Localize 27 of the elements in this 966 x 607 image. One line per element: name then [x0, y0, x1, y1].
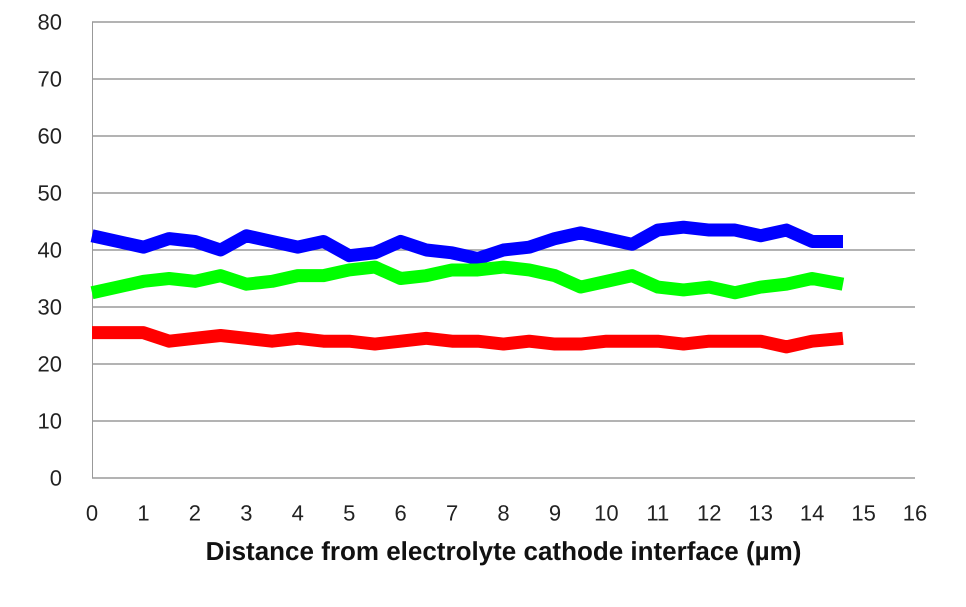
y-tick-label: 30 — [38, 294, 62, 320]
x-tick-label: 1 — [137, 500, 150, 526]
x-tick-label: 6 — [394, 500, 407, 526]
x-tick-label: 0 — [86, 500, 98, 526]
y-tick-label: 20 — [38, 352, 62, 376]
x-tick-label: 14 — [800, 500, 824, 526]
x-tick-label: 2 — [188, 500, 201, 526]
x-tick-label: 7 — [446, 500, 458, 526]
x-tick-label: 13 — [748, 500, 773, 526]
x-axis-title: Distance from electrolyte cathode interface (µm) — [206, 536, 802, 566]
x-tick-label: 5 — [343, 500, 356, 526]
y-tick-label: 70 — [38, 66, 62, 92]
y-tick-label: 80 — [38, 10, 62, 34]
y-tick-label: 60 — [38, 124, 62, 148]
x-tick-label: 11 — [646, 500, 670, 526]
x-tick-label: 12 — [697, 500, 722, 526]
x-tick-label: 15 — [851, 500, 876, 526]
y-tick-label: 50 — [38, 180, 62, 206]
x-tick-label: 16 — [902, 500, 928, 526]
y-tick-label: 40 — [38, 238, 62, 262]
x-tick-label: 9 — [548, 500, 562, 526]
x-tick-label: 8 — [497, 500, 510, 526]
y-tick-label: 0 — [50, 466, 62, 490]
x-tick-label: 3 — [240, 500, 252, 526]
x-tick-label: 4 — [292, 500, 304, 526]
y-tick-label: 10 — [38, 408, 62, 434]
x-tick-label: 10 — [594, 500, 619, 526]
